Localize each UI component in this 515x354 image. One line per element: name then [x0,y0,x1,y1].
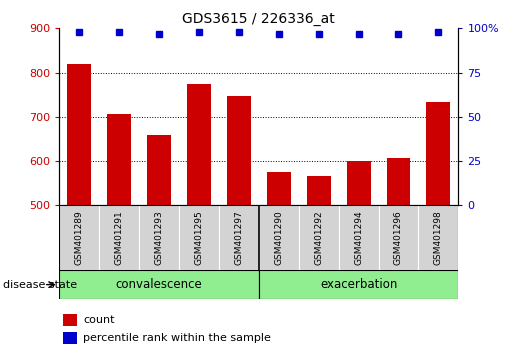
Text: GSM401294: GSM401294 [354,211,363,266]
Bar [179,205,219,271]
Bar [139,205,179,271]
Bar [107,114,131,205]
Bar [418,205,458,271]
Bar [227,96,251,205]
Text: disease state: disease state [3,280,77,290]
Bar [307,176,331,205]
Bar [147,135,171,205]
Bar [59,270,259,299]
Bar [187,84,211,205]
Text: GSM401293: GSM401293 [154,211,163,266]
Bar [67,64,91,205]
Text: count: count [83,315,115,325]
Bar [339,205,379,271]
Bar [259,270,458,299]
Text: percentile rank within the sample: percentile rank within the sample [83,333,271,343]
Bar [386,158,410,205]
Bar [63,314,77,326]
Text: GSM401298: GSM401298 [434,211,443,266]
Text: GSM401291: GSM401291 [115,211,124,266]
Text: GSM401289: GSM401289 [75,211,83,266]
Bar [347,161,370,205]
Text: GSM401296: GSM401296 [394,211,403,266]
Bar [426,102,450,205]
Title: GDS3615 / 226336_at: GDS3615 / 226336_at [182,12,335,26]
Text: GSM401295: GSM401295 [195,211,203,266]
Bar [219,205,259,271]
Bar [259,205,299,271]
Text: exacerbation: exacerbation [320,278,397,291]
Bar [267,172,290,205]
Text: GSM401290: GSM401290 [274,211,283,266]
Bar [63,332,77,344]
Bar [299,205,339,271]
Text: GSM401297: GSM401297 [234,211,243,266]
Text: convalescence: convalescence [116,278,202,291]
Text: GSM401292: GSM401292 [314,211,323,266]
Bar [99,205,139,271]
Bar [379,205,418,271]
Bar [59,205,99,271]
